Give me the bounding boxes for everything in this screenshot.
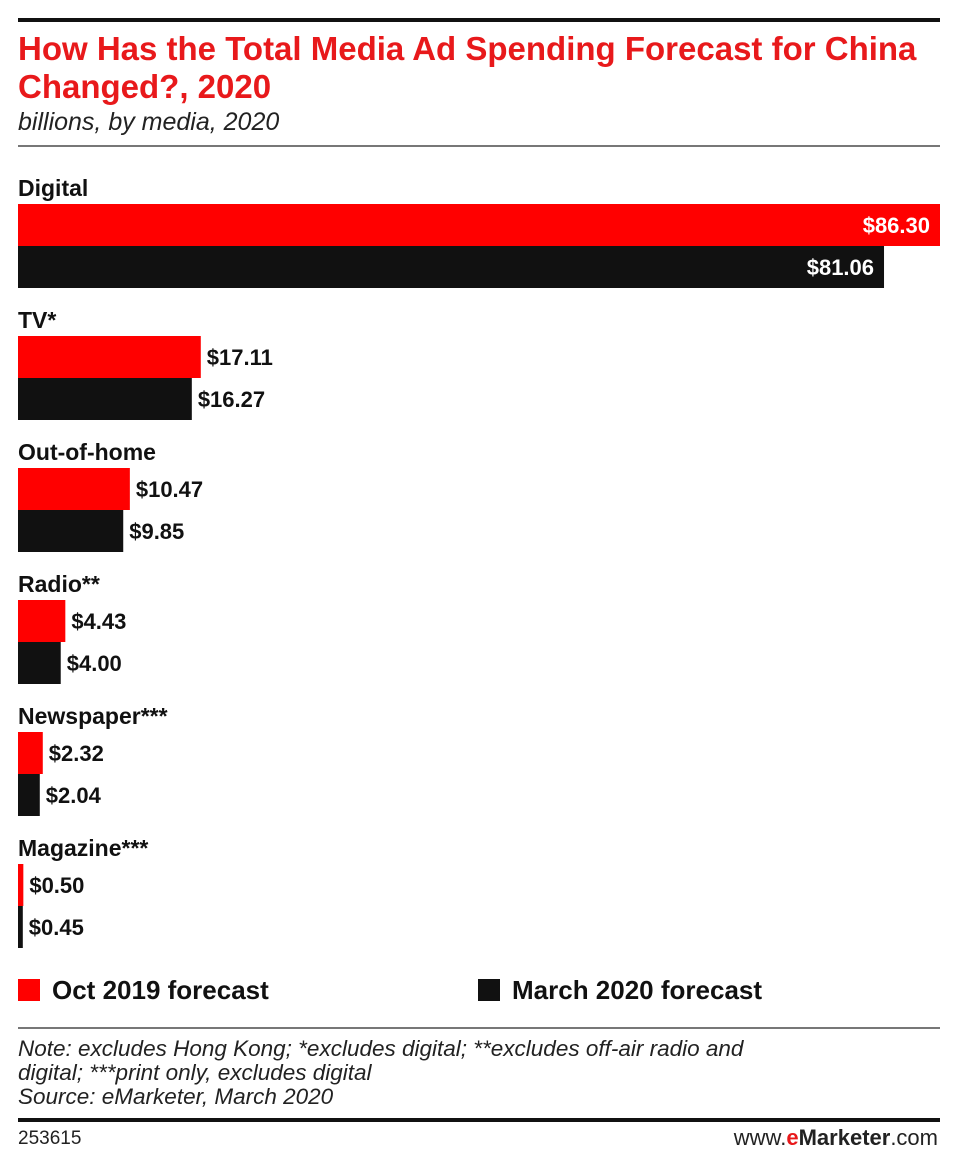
legend-item-oct-2019: Oct 2019 forecast — [18, 975, 269, 1006]
category-label-out-of-home: Out-of-home — [18, 439, 156, 465]
value-label-magazine-march-2020: $0.45 — [29, 915, 84, 940]
bar-out-of-home-oct-2019 — [18, 468, 130, 510]
source-line: Source: eMarketer, March 2020 — [18, 1084, 334, 1109]
bar-radio-oct-2019 — [18, 600, 66, 642]
value-label-tv-march-2020: $16.27 — [198, 387, 265, 412]
bar-newspaper-oct-2019 — [18, 732, 43, 774]
category-label-magazine: Magazine*** — [18, 835, 148, 861]
bar-tv-oct-2019 — [18, 336, 201, 378]
category-label-radio: Radio** — [18, 571, 100, 597]
footer-rule — [18, 1118, 940, 1122]
bar-radio-march-2020 — [18, 642, 61, 684]
bar-magazine-march-2020 — [18, 906, 23, 948]
chart-note: Note: excludes Hong Kong; *excludes digi… — [18, 1037, 938, 1109]
brand-e: e — [786, 1125, 799, 1150]
legend-swatch-oct-2019 — [18, 979, 40, 1001]
brand-suffix: .com — [890, 1125, 938, 1150]
bar-magazine-oct-2019 — [18, 864, 24, 906]
note-rule — [18, 1027, 940, 1029]
value-label-tv-oct-2019: $17.11 — [207, 345, 273, 370]
chart-id: 253615 — [18, 1128, 82, 1149]
value-label-newspaper-march-2020: $2.04 — [46, 783, 102, 808]
category-label-newspaper: Newspaper*** — [18, 703, 168, 729]
bar-digital-march-2020 — [18, 246, 885, 288]
value-label-radio-march-2020: $4.00 — [67, 651, 122, 676]
bar-digital-oct-2019 — [18, 204, 940, 246]
bar-newspaper-march-2020 — [18, 774, 40, 816]
bar-tv-march-2020 — [18, 378, 192, 420]
value-label-newspaper-oct-2019: $2.32 — [49, 741, 104, 766]
chart-title: How Has the Total Media Ad Spending Fore… — [18, 30, 917, 105]
note-line-1: Note: excludes Hong Kong; *excludes digi… — [18, 1036, 744, 1061]
value-label-radio-oct-2019: $4.43 — [71, 609, 126, 634]
chart-subtitle: billions, by media, 2020 — [18, 108, 280, 136]
header-rule — [18, 145, 940, 147]
note-line-2: digital; ***print only, excludes digital — [18, 1060, 372, 1085]
category-label-tv: TV* — [18, 307, 56, 333]
bar-out-of-home-march-2020 — [18, 510, 124, 552]
value-label-out-of-home-march-2020: $9.85 — [129, 519, 184, 544]
brand-prefix: www. — [733, 1125, 787, 1150]
legend-item-march-2020: March 2020 forecast — [478, 975, 762, 1006]
value-label-magazine-oct-2019: $0.50 — [29, 873, 84, 898]
category-label-digital: Digital — [18, 175, 88, 201]
legend-swatch-march-2020 — [478, 979, 500, 1001]
value-label-digital-march-2020: $81.06 — [807, 255, 874, 280]
bar-chart: Digital $86.30 $81.06 TV* $17.11 $16.27 Out-of… — [18, 175, 940, 948]
emarketer-logo: www.eMarketer.com — [734, 1125, 938, 1151]
legend-label-march-2020: March 2020 forecast — [512, 975, 763, 1005]
brand-name: Marketer — [798, 1125, 891, 1150]
top-rule — [18, 18, 940, 22]
legend-label-oct-2019: Oct 2019 forecast — [52, 975, 269, 1005]
value-label-digital-oct-2019: $86.30 — [863, 213, 930, 238]
value-label-out-of-home-oct-2019: $10.47 — [136, 477, 203, 502]
